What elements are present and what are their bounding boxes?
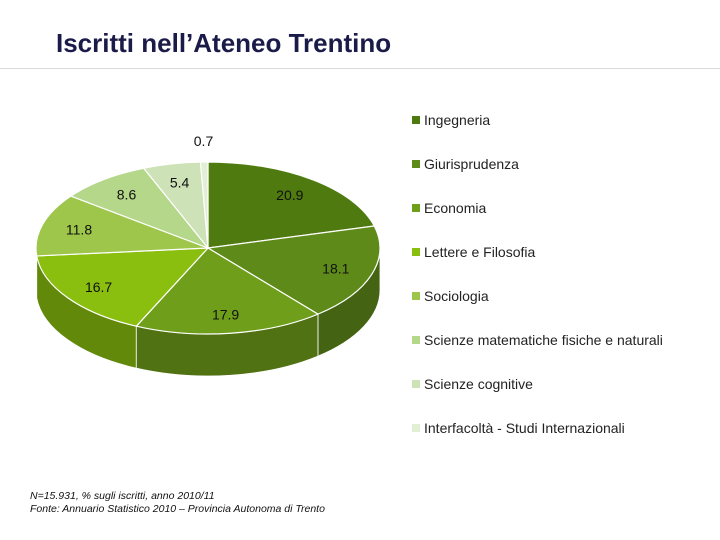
data-label-6: 8.6: [117, 187, 137, 203]
legend-item-4: Lettere e Filosofia: [412, 244, 535, 262]
pie-slice-3: [135, 247, 319, 335]
legend-item-2: Giurisprudenza: [412, 156, 519, 174]
pie-side-walls: [35, 247, 381, 377]
legend-swatch-7: [412, 380, 420, 388]
pie-slice-8: [199, 161, 209, 249]
data-label-7: 5.4: [170, 174, 190, 190]
title-divider: [0, 68, 720, 69]
sample-note: N=15.931, % sugli iscritti, anno 2010/11: [30, 490, 215, 502]
legend-item-3: Economia: [412, 200, 486, 218]
legend-swatch-8: [412, 424, 420, 432]
source-note: N=15.931, % sugli iscritti, anno 2010/11…: [30, 490, 325, 516]
legend-item-5: Sociologia: [412, 288, 489, 306]
pie-slice-5: [35, 195, 209, 257]
legend-item-7: Scienze cognitive: [412, 376, 533, 394]
legend-item-8: Interfacoltà - Studi Internazionali: [412, 420, 625, 438]
legend-item-1: Ingegneria: [412, 112, 490, 130]
legend-label-8: Interfacoltà - Studi Internazionali: [424, 420, 625, 436]
chart-title: Iscritti nell’Ateneo Trentino: [56, 28, 392, 58]
legend-swatch-5: [412, 292, 420, 300]
legend-label-1: Ingegneria: [424, 112, 491, 128]
pie-top: [35, 161, 381, 335]
data-label-2: 18.1: [322, 260, 349, 276]
legend-item-6: Scienze matematiche fisiche e naturali: [412, 332, 663, 350]
source-citation: Fonte: Annuario Statistico 2010 – Provin…: [30, 503, 325, 515]
legend-label-7: Scienze cognitive: [424, 376, 533, 392]
pie-slice-2: [207, 225, 381, 315]
legend-swatch-4: [412, 248, 420, 256]
legend-swatch-1: [412, 116, 420, 124]
legend-label-4: Lettere e Filosofia: [424, 244, 536, 260]
pie-slice-4: [36, 247, 209, 327]
legend-label-2: Giurisprudenza: [424, 156, 519, 172]
data-labels: 20.9 18.1 17.9 16.7 11.8 8.6 5.4 0.7: [66, 133, 350, 323]
data-label-1: 20.9: [276, 187, 303, 203]
legend-swatch-3: [412, 204, 420, 212]
legend-swatch-6: [412, 336, 420, 344]
data-label-3: 17.9: [212, 307, 239, 323]
legend-label-6: Scienze matematiche fisiche e naturali: [424, 332, 663, 348]
data-label-5: 11.8: [66, 222, 92, 238]
data-label-8: 0.7: [194, 133, 214, 149]
pie-slice-6: [70, 167, 209, 249]
legend-label-3: Economia: [424, 200, 487, 216]
pie-slice-1: [207, 161, 375, 249]
legend-swatch-2: [412, 160, 420, 168]
data-label-4: 16.7: [85, 279, 112, 295]
legend-label-5: Sociologia: [424, 288, 489, 304]
